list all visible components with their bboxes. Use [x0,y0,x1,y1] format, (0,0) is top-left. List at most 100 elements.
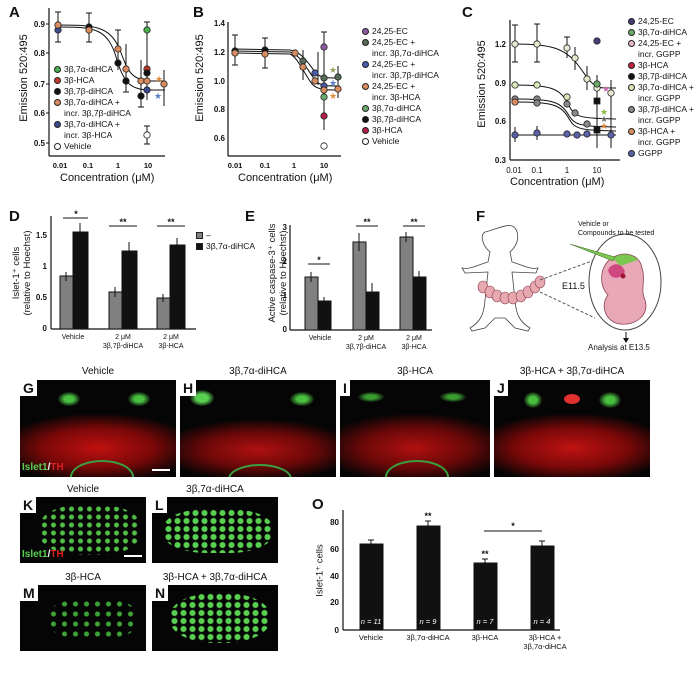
legend-label: 24,25-EC + [372,59,416,69]
legend-label: 24,25-EC + [638,38,682,48]
legend-label: Vehicle [372,136,400,146]
svg-text:1.4: 1.4 [214,19,226,28]
b-ylabel: Emission 520:495 [194,34,206,122]
svg-text:**: ** [424,511,432,521]
svg-text:2: 2 [283,257,288,266]
stain-islet1: Islet1 [22,549,48,560]
legend-marker [628,73,635,80]
legend-label: 3β-HCA [638,60,669,70]
svg-text:★: ★ [329,78,337,88]
panel-label-j: J [494,380,508,396]
svg-text:3β,7β-diHCA: 3β,7β-diHCA [103,343,144,350]
f-injection-line2: Compounds to be tested [578,230,655,237]
stain-islet1: Islet1 [22,462,48,473]
e-ylabel: Active caspase-3⁺ cells (relative to Hoe… [267,203,289,343]
svg-text:0.01: 0.01 [228,161,243,170]
legend-label: 3β,7α-diHCA [638,27,688,37]
svg-text:★: ★ [602,84,610,94]
d-ylabel-line1: Islet-1⁺ cells [11,246,22,300]
panel-label-o: O [312,496,324,513]
legend-marker [362,28,369,35]
legend-d: – 3β,7α-diHCA [196,230,255,252]
legend-label: 24,25-EC [372,26,408,36]
micrograph-n: N [152,585,278,651]
chart-b: 1.4 1.2 1.0 0.8 0.6 0.01 0.1 1 10 [214,19,342,170]
svg-text:★: ★ [600,107,608,117]
legend-label: 3β,7α-diHCA + [638,82,694,92]
svg-text:0.5: 0.5 [36,293,48,302]
micrograph-i: I [340,380,490,477]
c-ylabel: Emission 520:495 [476,40,488,128]
scale-bar [124,555,142,557]
legend-marker [628,150,635,157]
svg-text:0.6: 0.6 [495,117,507,126]
legend-b: 24,25-EC 24,25-EC + incr. 3β,7α-diHCA 24,… [362,26,439,147]
l-title: 3β,7α-diHCA [186,484,244,495]
legend-marker [362,83,369,90]
e-ylabel-line1: Active caspase-3⁺ cells [267,223,278,323]
svg-text:★: ★ [600,121,608,131]
c-xlabel: Concentration (μM) [510,176,605,188]
legend-marker [628,106,635,113]
svg-text:0.5: 0.5 [34,139,46,148]
j-title: 3β-HCA + 3β,7α-diHCA [519,366,625,377]
svg-text:1.5: 1.5 [36,231,48,240]
stain-legend-g: Islet1/TH [22,462,64,473]
svg-text:★: ★ [155,74,163,84]
panel-label-f: F [476,208,486,225]
legend-marker [362,138,369,145]
f-stage-label: E11.5 [562,281,585,291]
panel-label-i: I [340,380,350,396]
legend-label: 24,25-EC + [372,37,416,47]
svg-text:0.01: 0.01 [506,166,522,175]
legend-marker [54,143,61,150]
legend-label: incr. 3β-HCA [64,130,113,140]
legend-marker [362,39,369,46]
svg-text:*: * [317,255,321,265]
panel-label-h: H [180,380,197,396]
svg-text:0.9: 0.9 [495,79,507,88]
legend-label: 24,25-EC + [372,81,416,91]
legend-marker [54,121,61,128]
svg-text:**: ** [363,217,371,227]
svg-text:0.1: 0.1 [83,161,93,170]
chart-a: 0.9 0.8 0.7 0.6 0.5 0.01 0.1 1 10 [34,8,168,170]
legend-label: Vehicle [64,141,92,151]
micrograph-k: K Islet1/TH [20,497,146,563]
a-xlabel: Concentration (μM) [60,172,155,184]
svg-text:0.8: 0.8 [214,105,226,114]
legend-marker [628,18,635,25]
legend-marker [628,40,635,47]
panel-label-d: D [9,208,20,225]
svg-text:1.2: 1.2 [495,40,507,49]
svg-text:2 μM: 2 μM [115,334,131,341]
panel-label-g: G [20,380,37,396]
svg-text:★: ★ [329,65,337,75]
svg-text:2 μM: 2 μM [163,334,179,341]
legend-marker [54,88,61,95]
svg-text:n = 9: n = 9 [420,617,438,626]
svg-text:★: ★ [154,91,162,101]
panel-label-l: L [152,497,167,513]
svg-text:3β,7α-diHCA: 3β,7α-diHCA [523,642,566,651]
legend-label: incr. GGPP [638,93,681,103]
legend-marker [628,62,635,69]
svg-text:0.9: 0.9 [34,20,46,29]
stain-sep: / [47,462,51,473]
svg-text:Vehicle: Vehicle [309,335,332,342]
legend-a: 3β,7α-diHCA 3β-HCA 3β,7β-diHCA 3β,7α-diH… [54,64,131,152]
legend-label: 3β,7β-diHCA [638,71,687,81]
i-title: 3β-HCA [397,366,433,377]
legend-marker [54,99,61,106]
embryo-injection-schematic [461,225,662,343]
legend-label: 3β,7α-diHCA + [64,97,120,107]
legend-label: 3β,7α-diHCA + [64,119,120,129]
svg-text:★: ★ [329,91,337,101]
svg-text:**: ** [410,217,418,227]
svg-text:0.6: 0.6 [34,109,46,118]
svg-text:0.8: 0.8 [34,49,46,58]
f-injection-line1: Vehicle or [578,221,609,228]
svg-text:Vehicle: Vehicle [62,334,85,341]
svg-text:**: ** [119,217,127,227]
